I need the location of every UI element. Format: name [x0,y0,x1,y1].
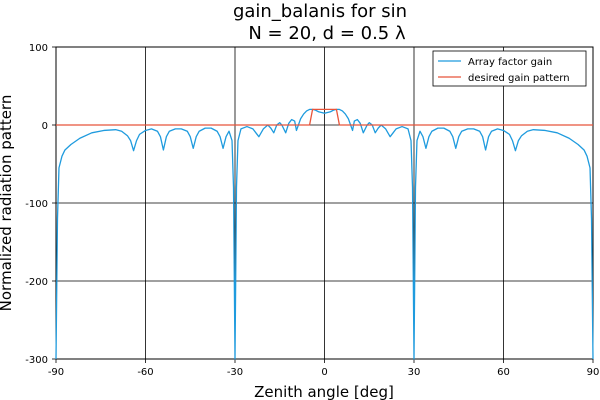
y-tick-label: 0 [42,121,48,132]
legend-label-desired-gain: desired gain pattern [468,73,570,84]
x-tick-label: 60 [497,367,510,378]
series-lines [55,108,594,360]
x-tick-label: -90 [48,367,64,378]
x-tick-label: 90 [587,367,600,378]
plot-area-frame [55,46,594,360]
legend: Array factor gain desired gain pattern [432,50,587,87]
y-tick-label: 100 [29,43,48,54]
legend-label-array-factor: Array factor gain [468,57,552,68]
x-axis-label: Zenith angle [deg] [254,383,394,400]
chart-title: gain_balanis for sin [233,1,407,22]
x-tick-label: -30 [227,367,243,378]
x-tick-label: -60 [137,367,153,378]
x-tick-label: 0 [321,367,327,378]
y-tick-label: -200 [25,277,48,288]
y-tick-label: -300 [25,355,48,366]
series-line-array-factor [55,108,594,360]
y-tick-label: -100 [25,199,48,210]
chart-subtitle: N = 20, d = 0.5 λ [248,23,406,44]
legend-box [432,50,587,87]
x-tick-label: 30 [408,367,421,378]
series-line-desired-gain [56,108,593,126]
y-axis-label: Normalized radiation pattern [0,95,15,312]
